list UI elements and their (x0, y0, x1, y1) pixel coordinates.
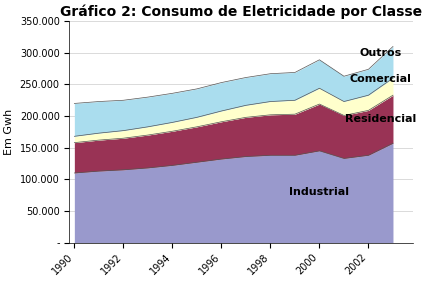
Text: Industrial: Industrial (289, 187, 349, 197)
Text: Residencial: Residencial (345, 114, 417, 124)
Y-axis label: Em Gwh: Em Gwh (4, 109, 14, 155)
Title: Gráfico 2: Consumo de Eletricidade por Classe: Gráfico 2: Consumo de Eletricidade por C… (60, 4, 422, 19)
Text: Comercial: Comercial (350, 74, 411, 84)
Text: Outros: Outros (360, 48, 402, 58)
